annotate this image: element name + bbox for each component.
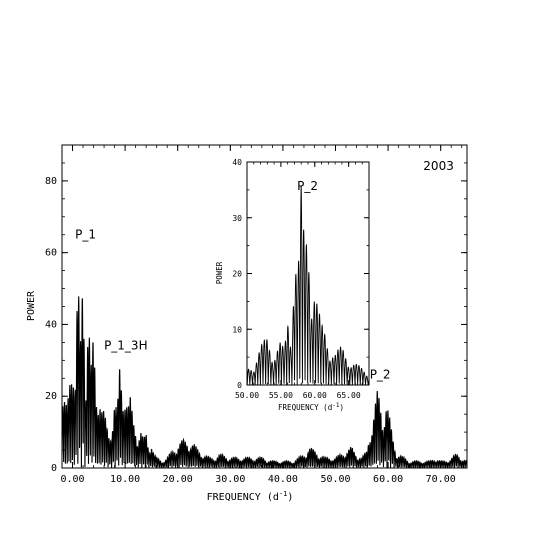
main-y-tick-label: 40: [45, 319, 57, 330]
main-series-group: [61, 296, 468, 470]
main-x-axis-label-sup: -1: [279, 490, 287, 498]
main-annotation: 2003: [423, 159, 454, 173]
main-y-tick-label: 0: [51, 463, 57, 474]
inset-annotation: P_2: [297, 179, 318, 193]
inset-x-tick-label: 50.00: [235, 391, 259, 400]
inset-y-tick-label: 20: [232, 270, 242, 279]
inset-y-tick-label: 0: [237, 381, 242, 390]
inset-power-series-line: [246, 186, 370, 386]
main-y-tick-label: 60: [45, 248, 57, 259]
main-x-axis-label-close: ): [287, 492, 293, 503]
inset-annotations: P_2: [297, 179, 318, 193]
inset-y-tick-label: 30: [232, 214, 242, 223]
inset-x-axis-label-text: FREQUENCY (d: [278, 403, 332, 412]
main-ticks: 0.00 10.00 20.00 30.00 40.00 50.00 60.00 70.00 0…: [45, 144, 467, 485]
main-x-tick-label: 40.00: [268, 474, 298, 485]
main-y-tick-label: 80: [45, 176, 57, 187]
main-x-tick-label: 60.00: [373, 474, 403, 485]
main-x-axis-label: FREQUENCY (d-1): [207, 490, 294, 503]
main-x-tick-label: 10.00: [110, 474, 140, 485]
inset-x-axis-label-sup: -1: [332, 402, 340, 409]
main-x-tick-label: 70.00: [426, 474, 456, 485]
inset-plot-panel: 50.00 55.00 60.00 65.00 0 10 20 30 40 P_2 FREQUE…: [215, 158, 370, 412]
main-x-axis-label-text: FREQUENCY (d: [207, 492, 279, 503]
main-annotation: P_1_3H: [104, 339, 148, 353]
inset-ticks: 50.00 55.00 60.00 65.00 0 10 20 30 40: [232, 158, 370, 400]
main-x-tick-label: 30.00: [215, 474, 245, 485]
main-annotation: P_1: [75, 227, 96, 241]
main-x-tick-label: 20.00: [163, 474, 193, 485]
main-power-series-line: [61, 296, 468, 470]
main-plot-panel: 0.00 10.00 20.00 30.00 40.00 50.00 60.00 70.00 0…: [26, 144, 468, 503]
main-x-tick-label: 50.00: [320, 474, 350, 485]
inset-y-tick-label: 10: [232, 325, 242, 334]
inset-x-axis-label-close: ): [339, 403, 344, 412]
inset-y-tick-label: 40: [232, 158, 242, 167]
main-x-tick-label: 0.00: [60, 474, 84, 485]
main-annotations: 2003 P_1 P_1_3H P_2: [75, 159, 454, 381]
inset-y-axis-label: POWER: [215, 261, 224, 284]
main-y-tick-label: 20: [45, 391, 57, 402]
main-y-axis-label: POWER: [26, 290, 37, 321]
inset-series-group: [246, 186, 370, 386]
inset-x-tick-label: 65.00: [337, 391, 361, 400]
inset-x-axis-label: FREQUENCY (d-1): [278, 402, 344, 412]
main-annotation: P_2: [370, 367, 391, 381]
inset-x-tick-label: 55.00: [269, 391, 293, 400]
inset-x-tick-label: 60.00: [303, 391, 327, 400]
